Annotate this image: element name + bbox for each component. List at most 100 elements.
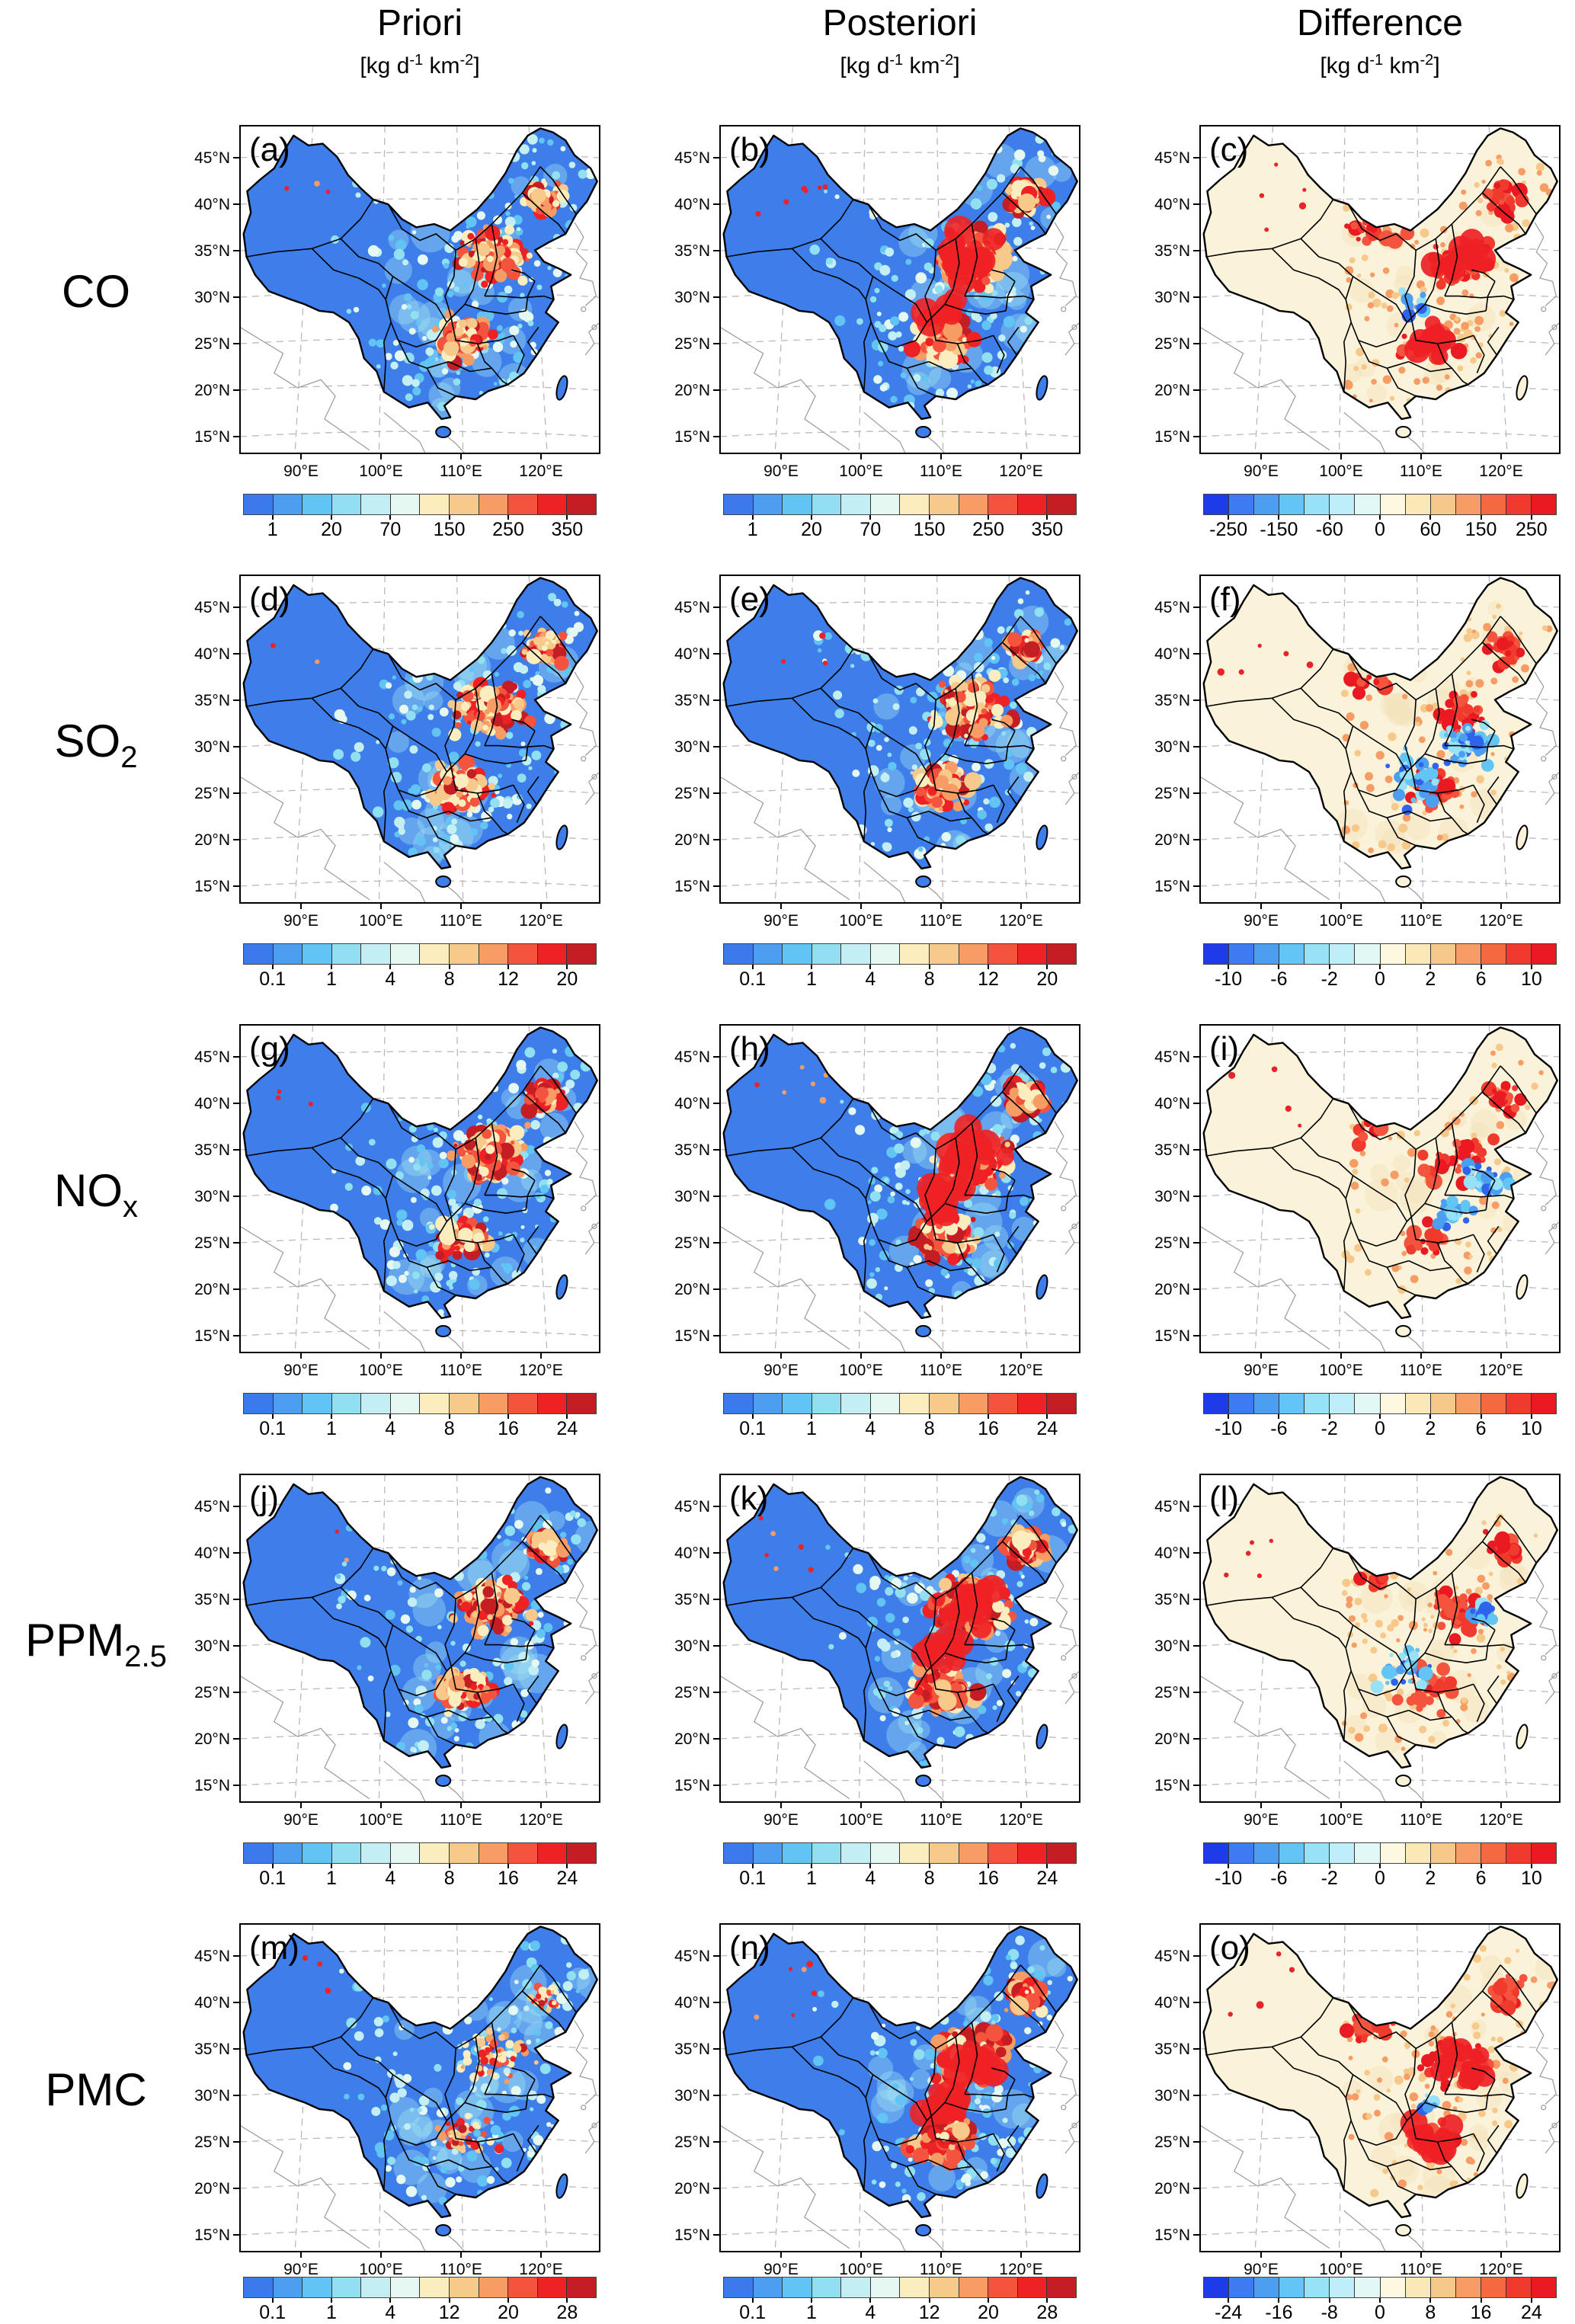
colorbar-label: 28	[1036, 2302, 1058, 2324]
hainan-island	[916, 1775, 930, 1786]
colorbar-label: 0.1	[739, 1868, 766, 1890]
lat-tick-label: 20°N	[194, 1730, 230, 1748]
lat-tick-label: 30°N	[194, 738, 230, 756]
colorbar-k	[723, 1842, 1077, 1864]
lat-tick-label: 45°N	[194, 1048, 230, 1066]
colorbar-segment	[507, 2278, 537, 2297]
colorbar-label: 0.1	[739, 1418, 766, 1440]
colorbar-segment	[507, 1843, 537, 1863]
colorbar-segment	[988, 1394, 1017, 1413]
colorbar-label: 24	[556, 1418, 578, 1440]
hainan-island	[436, 427, 450, 437]
colorbar-label: -10	[1215, 1418, 1242, 1440]
colorbar-segment	[1531, 2278, 1556, 2297]
colorbar-segment	[724, 2278, 753, 2297]
lat-tick-label: 45°N	[194, 149, 230, 167]
colorbar-segment	[840, 2278, 870, 2297]
colorbar-m	[243, 2277, 597, 2298]
colorbar-segment	[870, 944, 900, 964]
colorbar-segment	[1354, 1843, 1379, 1863]
colorbar-segment	[1506, 495, 1531, 514]
colorbar-segment	[507, 495, 537, 514]
lat-tick-label: 20°N	[194, 1281, 230, 1298]
lat-tick-label: 30°N	[674, 738, 710, 756]
colorbar-h	[723, 1393, 1077, 1414]
hainan-island	[1396, 427, 1410, 437]
hainan-island	[1396, 2225, 1410, 2236]
colorbar-segment	[724, 1394, 753, 1413]
colorbar-label: 8	[924, 1868, 935, 1890]
colorbar-segment	[1430, 1394, 1455, 1413]
lat-tick-label: 35°N	[674, 1591, 710, 1609]
lat-tick-label: 25°N	[1154, 2134, 1190, 2151]
colorbar-segment	[1204, 495, 1228, 514]
panel-letter: (j)	[249, 1481, 279, 1517]
lon-tick-label: 100°E	[359, 463, 402, 480]
lat-tick-label: 25°N	[674, 335, 710, 353]
colorbar-label: -2	[1321, 968, 1338, 991]
lat-tick-label: 25°N	[1154, 1234, 1190, 1252]
lon-tick-label: 110°E	[920, 2261, 962, 2278]
lat-tick-label: 30°N	[194, 1188, 230, 1205]
lon-tick-label: 90°E	[283, 912, 319, 930]
lon-tick-label: 100°E	[839, 1811, 882, 1829]
panel-letter: (o)	[1209, 1930, 1250, 1967]
colorbar-segment	[870, 2278, 900, 2297]
colorbar-label: 16	[978, 1418, 999, 1440]
lat-tick-label: 20°N	[674, 1730, 710, 1748]
colorbar-label: -10	[1215, 1868, 1242, 1890]
lat-tick-label: 15°N	[194, 1777, 230, 1794]
colorbar-segment	[988, 495, 1017, 514]
colorbar-label: 4	[385, 968, 395, 991]
lat-tick-label: 15°N	[674, 428, 710, 446]
colorbar-segment	[1506, 944, 1531, 964]
lat-tick-label: 25°N	[194, 1684, 230, 1701]
lon-tick-label: 120°E	[1479, 463, 1522, 480]
lat-tick-label: 45°N	[674, 1498, 710, 1516]
lat-tick-label: 45°N	[1154, 149, 1190, 167]
colorbar-label: 250	[1516, 519, 1548, 541]
lat-tick-label: 40°N	[194, 196, 230, 213]
lat-tick-label: 35°N	[1154, 1591, 1190, 1609]
colorbar-segment	[812, 1394, 841, 1413]
colorbar-label: 4	[385, 1418, 395, 1440]
colorbar-label: 20	[1036, 968, 1058, 991]
colorbar-label: 20	[321, 519, 342, 541]
colorbar-segment	[782, 1394, 812, 1413]
colorbar-label: 6	[1476, 1418, 1487, 1440]
colorbar-segment	[753, 944, 783, 964]
lat-tick-label: 45°N	[1154, 599, 1190, 616]
lat-tick-label: 15°N	[194, 878, 230, 895]
colorbar-segment	[1304, 2278, 1329, 2297]
lat-tick-label: 45°N	[194, 599, 230, 616]
colorbar-label: 8	[444, 1418, 455, 1440]
colorbar-label: 10	[1521, 1868, 1542, 1890]
panel-letter: (n)	[729, 1930, 770, 1967]
colorbar-label: 6	[1476, 968, 1487, 991]
lon-tick-label: 120°E	[519, 463, 562, 480]
colorbar-segment	[1380, 944, 1405, 964]
colorbar-segment	[753, 1843, 783, 1863]
colorbar-label: 4	[865, 1418, 876, 1440]
colorbar-segment	[1253, 944, 1279, 964]
colorbar-segment	[331, 1843, 361, 1863]
colorbar-segment	[1304, 1394, 1329, 1413]
lat-tick-label: 35°N	[674, 1141, 710, 1159]
colorbar-label: 70	[379, 519, 401, 541]
colorbar-segment	[1380, 1843, 1405, 1863]
colorbar-label: 350	[1031, 519, 1063, 541]
lon-tick-label: 100°E	[839, 463, 882, 480]
colorbar-segment	[988, 1843, 1017, 1863]
colorbar-label: 1	[267, 519, 278, 541]
colorbar-segment	[331, 944, 361, 964]
colorbar-segment	[390, 2278, 420, 2297]
colorbar-segment	[899, 944, 929, 964]
